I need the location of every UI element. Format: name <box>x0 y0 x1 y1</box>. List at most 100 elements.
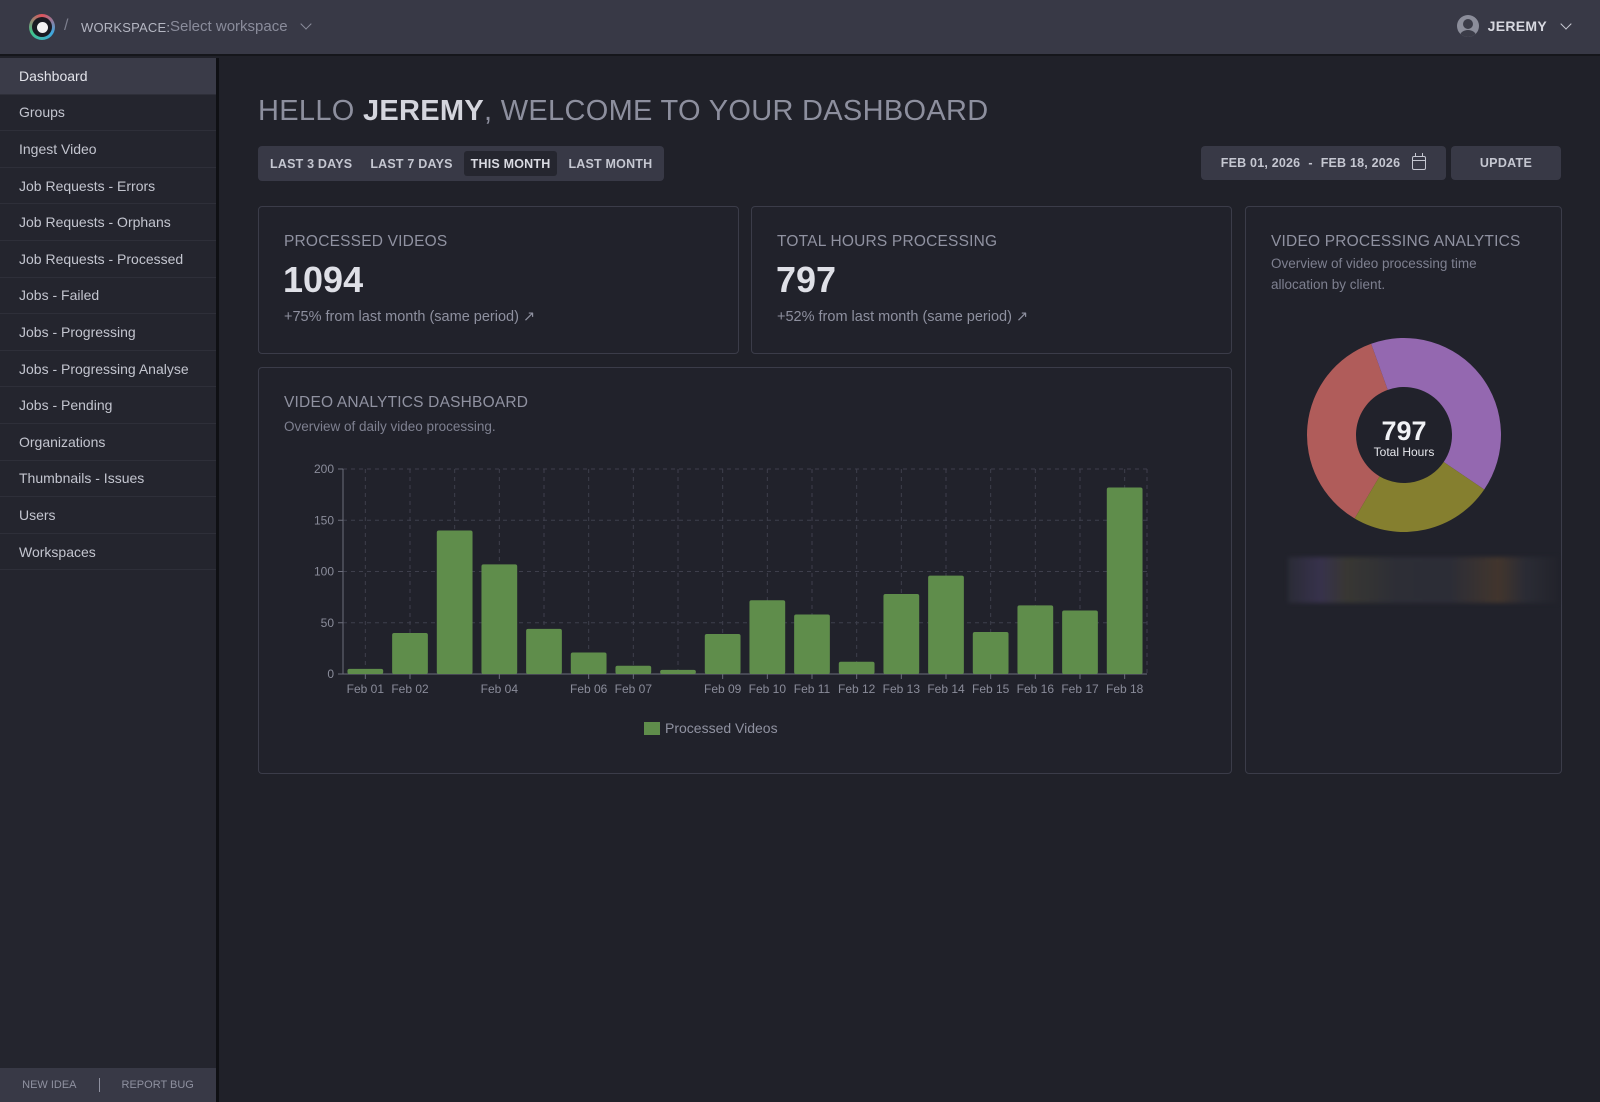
user-menu[interactable]: JEREMY <box>1456 15 1572 37</box>
app-logo[interactable] <box>29 14 55 40</box>
sidebar-item-jobs-failed[interactable]: Jobs - Failed <box>0 278 216 315</box>
date-range-picker[interactable]: FEB 01, 2026 - FEB 18, 2026 <box>1201 146 1446 180</box>
bar-feb-05[interactable] <box>526 628 562 674</box>
x-tick-label: Feb 13 <box>883 682 921 696</box>
sidebar-item-job-requests-processed[interactable]: Job Requests - Processed <box>0 241 216 278</box>
greeting-prefix: HELLO <box>258 95 363 127</box>
card-title: VIDEO PROCESSING ANALYTICS <box>1271 233 1521 250</box>
sidebar-item-jobs-progressing-analyse[interactable]: Jobs - Progressing Analyse <box>0 351 216 388</box>
donut-total-value: 797 <box>1381 416 1427 446</box>
donut-slice-2[interactable] <box>1371 338 1501 490</box>
blurred-legend <box>1288 557 1558 603</box>
chevron-down-icon <box>1560 17 1572 30</box>
client-time-donut-chart <box>1307 338 1501 532</box>
date-from: FEB 01, 2026 <box>1220 156 1301 170</box>
bar-feb-03[interactable] <box>436 530 473 675</box>
processed-videos-bar-chart: 0 50 100 150 200 Feb 01 Feb 02 Feb 04 Feb 06 Feb … <box>314 462 1148 736</box>
sidebar-nav: Dashboard Groups Ingest Video Job Requests … <box>0 58 216 571</box>
bar-feb-14[interactable] <box>928 575 964 674</box>
sidebar-item-groups[interactable]: Groups <box>0 95 216 132</box>
x-tick-label: Feb 17 <box>1061 682 1099 696</box>
update-button[interactable]: UPDATE <box>1451 146 1561 180</box>
x-tick-label: Feb 12 <box>838 682 876 696</box>
sidebar-item-jobs-pending[interactable]: Jobs - Pending <box>0 387 216 424</box>
bar-feb-02[interactable] <box>392 633 428 674</box>
x-tick-label: Feb 07 <box>615 682 653 696</box>
workspace-select[interactable]: Select workspace <box>170 18 312 35</box>
sidebar: Dashboard Groups Ingest Video Job Requests … <box>0 58 219 1102</box>
legend-swatch <box>644 722 660 735</box>
bar-feb-16[interactable] <box>1017 605 1054 674</box>
greeting-suffix: , WELCOME TO YOUR DASHBOARD <box>484 95 989 127</box>
x-tick-label: Feb 09 <box>704 682 742 696</box>
range-last-month-button[interactable]: LAST MONTH <box>568 156 653 171</box>
bar-feb-08[interactable] <box>660 669 696 674</box>
sidebar-item-dashboard[interactable]: Dashboard <box>0 58 216 95</box>
card-subtitle: Overview of video processing time alloca… <box>1271 256 1477 292</box>
y-tick-label: 0 <box>327 667 334 681</box>
bar-feb-07[interactable] <box>615 665 652 674</box>
greeting-name: JEREMY <box>362 95 485 127</box>
range-this-month-button[interactable]: THIS MONTH <box>463 151 558 176</box>
bar-feb-06[interactable] <box>570 652 607 674</box>
y-tick-label: 150 <box>314 513 334 527</box>
sidebar-item-users[interactable]: Users <box>0 497 216 534</box>
report-bug-link[interactable]: REPORT BUG <box>121 1079 194 1091</box>
bar-feb-04[interactable] <box>481 564 518 674</box>
sidebar-item-workspaces[interactable]: Workspaces <box>0 534 216 571</box>
bar-feb-13[interactable] <box>883 594 920 674</box>
bar-feb-12[interactable] <box>838 661 875 674</box>
bar-feb-10[interactable] <box>749 600 786 674</box>
total-hours-value: 797 <box>776 259 837 300</box>
new-idea-link[interactable]: NEW IDEA <box>22 1079 77 1091</box>
video-analytics-card: VIDEO ANALYTICS DASHBOARD Overview of da… <box>258 367 1232 774</box>
total-hours-card: TOTAL HOURS PROCESSING 797 +52% from las… <box>751 206 1232 354</box>
workspace-label: WORKSPACE: <box>81 20 171 35</box>
x-tick-label: Feb 15 <box>972 682 1010 696</box>
page-title: HELLO JEREMY, WELCOME TO YOUR DASHBOARD <box>258 95 988 128</box>
breadcrumb-separator: / <box>64 17 69 34</box>
card-subtitle: Overview of daily video processing. <box>284 419 496 434</box>
card-title: TOTAL HOURS PROCESSING <box>777 233 998 250</box>
sidebar-item-ingest-video[interactable]: Ingest Video <box>0 131 216 168</box>
y-tick-label: 50 <box>321 616 335 630</box>
bar-feb-17[interactable] <box>1062 610 1098 674</box>
calendar-icon <box>1412 153 1427 170</box>
date-to: FEB 18, 2026 <box>1320 156 1401 170</box>
top-bar: / WORKSPACE: Select workspace JEREMY <box>0 0 1600 56</box>
y-tick-label: 100 <box>314 565 334 579</box>
sidebar-item-organizations[interactable]: Organizations <box>0 424 216 461</box>
x-tick-label: Feb 06 <box>570 682 608 696</box>
x-tick-label: Feb 01 <box>347 682 385 696</box>
sidebar-item-job-requests-errors[interactable]: Job Requests - Errors <box>0 168 216 205</box>
bar-feb-15[interactable] <box>972 631 1009 674</box>
sidebar-item-job-requests-orphans[interactable]: Job Requests - Orphans <box>0 204 216 241</box>
donut-slice-1[interactable] <box>1307 343 1388 519</box>
main-content: HELLO JEREMY, WELCOME TO YOUR DASHBOARD … <box>219 58 1600 1102</box>
x-tick-label: Feb 10 <box>749 682 787 696</box>
processed-videos-card: PROCESSED VIDEOS 1094 +75% from last mon… <box>258 206 739 354</box>
bar-feb-01[interactable] <box>347 668 384 674</box>
user-name: JEREMY <box>1487 18 1547 34</box>
total-hours-change: +52% from last month (same period) ↗ <box>777 309 1029 325</box>
y-tick-label: 200 <box>314 462 334 476</box>
donut-total-label: Total Hours <box>1373 445 1435 459</box>
user-avatar-icon <box>1456 15 1479 37</box>
range-last-3-days-button[interactable]: LAST 3 DAYS <box>270 156 353 171</box>
sidebar-item-jobs-progressing[interactable]: Jobs - Progressing <box>0 314 216 351</box>
bar-feb-11[interactable] <box>794 614 830 674</box>
range-last-7-days-button[interactable]: LAST 7 DAYS <box>370 156 453 171</box>
date-range-presets: LAST 3 DAYS LAST 7 DAYS THIS MONTH LAST MON… <box>258 146 665 181</box>
video-processing-analytics-card: VIDEO PROCESSING ANALYTICS Overview of v… <box>1245 206 1562 774</box>
processed-videos-value: 1094 <box>283 259 364 300</box>
donut-slice-3[interactable] <box>1354 461 1485 532</box>
sidebar-item-thumbnails-issues[interactable]: Thumbnails - Issues <box>0 461 216 498</box>
legend-label: Processed Videos <box>665 720 778 736</box>
donut-center: 797 Total Hours <box>1344 417 1464 459</box>
bar-feb-09[interactable] <box>704 634 741 674</box>
x-tick-label: Feb 02 <box>391 682 429 696</box>
processed-videos-change: +75% from last month (same period) ↗ <box>284 309 536 325</box>
chart-legend[interactable]: Processed Videos <box>644 720 778 736</box>
x-tick-label: Feb 14 <box>927 682 965 696</box>
bar-feb-18[interactable] <box>1106 487 1143 674</box>
